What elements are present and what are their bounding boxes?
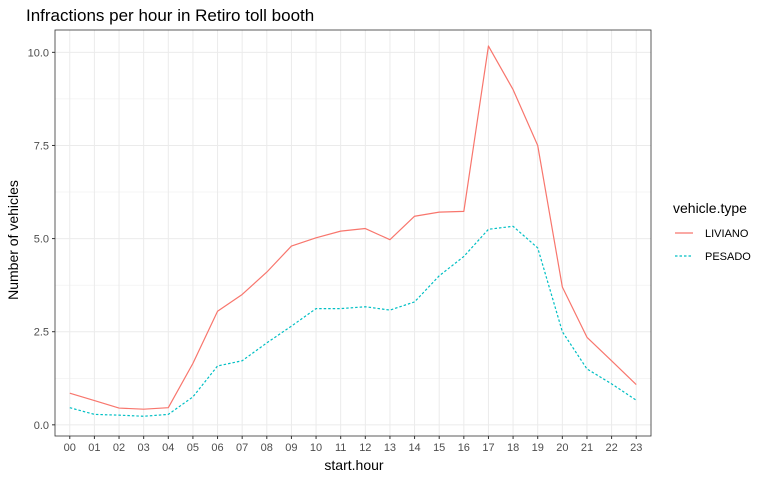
y-tick-label: 0.0 <box>34 420 49 432</box>
panel-border <box>54 29 652 437</box>
legend: vehicle.type LIVIANO PESADO <box>673 200 751 263</box>
x-tick-label: 23 <box>630 442 642 454</box>
y-tick-label: 7.5 <box>34 140 49 152</box>
y-axis: 0.0 2.5 5.0 7.5 10.0 <box>28 47 55 432</box>
x-tick-label: 00 <box>64 442 76 454</box>
chart-title: Infractions per hour in Retiro toll boot… <box>26 6 314 25</box>
y-tick-label: 5.0 <box>34 234 49 246</box>
x-tick-label: 22 <box>605 442 617 454</box>
series-line-liviano <box>69 45 637 410</box>
legend-label-pesado: PESADO <box>705 251 751 263</box>
x-tick-label: 02 <box>113 442 125 454</box>
y-tick-label: 2.5 <box>34 327 49 339</box>
legend-label-liviano: LIVIANO <box>705 228 749 240</box>
x-tick-label: 13 <box>384 442 396 454</box>
x-tick-label: 04 <box>162 442 174 454</box>
x-tick-label: 21 <box>581 442 593 454</box>
legend-title: vehicle.type <box>673 200 747 216</box>
series-line-pesado <box>69 225 637 417</box>
x-tick-label: 15 <box>433 442 445 454</box>
x-tick-label: 07 <box>236 442 248 454</box>
x-tick-label: 06 <box>211 442 223 454</box>
x-tick-label: 01 <box>88 442 100 454</box>
plot-panel <box>54 29 652 437</box>
x-tick-label: 19 <box>532 442 544 454</box>
x-tick-label: 05 <box>187 442 199 454</box>
x-tick-label: 03 <box>138 442 150 454</box>
x-tick-label: 08 <box>261 442 273 454</box>
y-axis-title: Number of vehicles <box>5 180 21 300</box>
x-tick-label: 10 <box>310 442 322 454</box>
x-tick-label: 09 <box>285 442 297 454</box>
y-tick-label: 10.0 <box>28 47 49 59</box>
x-tick-label: 18 <box>507 442 519 454</box>
x-tick-label: 14 <box>408 442 420 454</box>
x-tick-label: 20 <box>556 442 568 454</box>
x-axis-title: start.hour <box>324 457 383 473</box>
x-tick-label: 17 <box>482 442 494 454</box>
x-tick-label: 11 <box>335 442 346 454</box>
x-tick-label: 12 <box>359 442 371 454</box>
x-axis: 00 01 02 03 04 05 06 07 08 09 10 11 12 13 14 15 16 17 18 19… <box>64 436 642 454</box>
series-layer <box>69 45 637 417</box>
x-tick-label: 16 <box>458 442 470 454</box>
